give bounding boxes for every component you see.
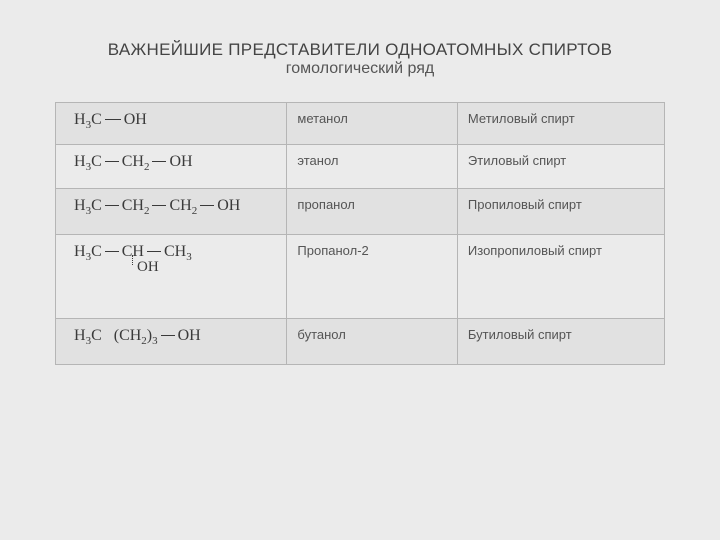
title-line-2: гомологический ряд [55, 60, 665, 78]
page-title: ВАЖНЕЙШИЕ ПРЕДСТАВИТЕЛИ ОДНОАТОМНЫХ СПИР… [55, 40, 665, 78]
trivial-name-cell: Метиловый спирт [457, 103, 664, 145]
table-row: H3CCHCH3OHПропанол-2Изопропиловый спирт [56, 235, 665, 319]
formula-cell: H3CCHCH3OH [56, 235, 287, 319]
trivial-name-cell: Пропиловый спирт [457, 189, 664, 235]
formula-cell: H3CCH2OH [56, 145, 287, 189]
name-cell: этанол [287, 145, 458, 189]
formula-cell: H3C(CH2)3OH [56, 319, 287, 365]
title-line-1: ВАЖНЕЙШИЕ ПРЕДСТАВИТЕЛИ ОДНОАТОМНЫХ СПИР… [55, 40, 665, 60]
name-cell: метанол [287, 103, 458, 145]
name-cell: пропанол [287, 189, 458, 235]
name-cell: бутанол [287, 319, 458, 365]
formula-cell: H3CCH2CH2OH [56, 189, 287, 235]
name-cell: Пропанол-2 [287, 235, 458, 319]
table-row: H3CCH2CH2OHпропанолПропиловый спирт [56, 189, 665, 235]
trivial-name-cell: Изопропиловый спирт [457, 235, 664, 319]
table-row: H3COHметанолМетиловый спирт [56, 103, 665, 145]
alcohols-table: H3COHметанолМетиловый спиртH3CCH2OHэтано… [55, 102, 665, 365]
trivial-name-cell: Бутиловый спирт [457, 319, 664, 365]
formula-cell: H3COH [56, 103, 287, 145]
table-row: H3CCH2OHэтанолЭтиловый спирт [56, 145, 665, 189]
trivial-name-cell: Этиловый спирт [457, 145, 664, 189]
table-row: H3C(CH2)3OHбутанолБутиловый спирт [56, 319, 665, 365]
